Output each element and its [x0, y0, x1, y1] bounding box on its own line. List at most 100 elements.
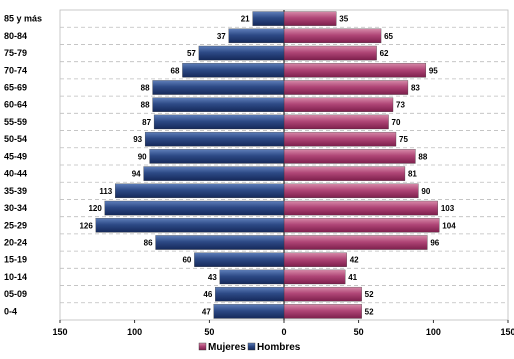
bar-mujeres [283, 97, 394, 112]
value-label: 90 [138, 152, 147, 161]
x-tick-label: 150 [500, 327, 514, 337]
bar-hombres [152, 80, 285, 95]
category-label: 65-69 [4, 83, 27, 93]
value-label: 35 [339, 15, 348, 24]
value-label: 96 [430, 239, 439, 248]
value-label: 86 [144, 239, 153, 248]
bar-mujeres [283, 286, 362, 302]
bar-hombres [219, 269, 285, 285]
bar-hombres [153, 114, 285, 130]
bar-hombres [152, 97, 285, 112]
category-label: 35-39 [4, 186, 27, 196]
category-label: 0-4 [4, 306, 17, 316]
bar-mujeres [283, 252, 347, 267]
value-label: 43 [208, 273, 217, 282]
legend-swatch-hombres [247, 342, 256, 351]
category-label: 75-79 [4, 48, 27, 58]
bar-hombres [155, 235, 285, 250]
value-label: 126 [79, 221, 93, 230]
legend: Mujeres Hombres [198, 342, 301, 353]
x-tick-label: 100 [127, 327, 142, 337]
value-label: 90 [421, 187, 430, 196]
category-label: 25-29 [4, 220, 27, 230]
value-label: 47 [202, 307, 211, 316]
bar-mujeres [283, 63, 427, 78]
bar-hombres [182, 63, 285, 78]
bar-hombres [252, 11, 285, 26]
category-label: 45-49 [4, 151, 27, 161]
value-label: 120 [88, 204, 102, 213]
value-label: 65 [384, 32, 393, 41]
category-label: 60-64 [4, 100, 27, 110]
category-label: 85 y más [4, 14, 42, 24]
value-label: 21 [241, 15, 250, 24]
value-label: 113 [99, 187, 112, 196]
bar-mujeres [283, 269, 346, 285]
value-label: 95 [429, 66, 438, 75]
value-label: 75 [399, 135, 408, 144]
value-label: 103 [441, 204, 455, 213]
bar-hombres [144, 131, 285, 147]
value-label: 37 [217, 32, 226, 41]
bar-hombres [194, 252, 285, 267]
value-label: 104 [442, 221, 456, 230]
legend-label-mujeres: Mujeres [208, 342, 246, 353]
bar-hombres [143, 166, 285, 181]
value-label: 73 [396, 101, 405, 110]
value-label: 62 [380, 49, 389, 58]
category-label: 50-54 [4, 134, 27, 144]
value-label: 94 [132, 170, 141, 179]
bar-mujeres [283, 11, 337, 26]
category-label: 55-59 [4, 117, 27, 127]
x-tick-label: 50 [354, 327, 364, 337]
bar-mujeres [283, 235, 428, 250]
bar-hombres [228, 28, 285, 44]
bar-mujeres [283, 183, 419, 199]
value-label: 41 [348, 273, 357, 282]
value-label: 83 [411, 84, 420, 93]
category-label: 40-44 [4, 169, 27, 179]
category-label: 10-14 [4, 272, 27, 282]
value-label: 68 [171, 66, 180, 75]
category-label: 30-34 [4, 203, 27, 213]
value-label: 46 [203, 290, 212, 299]
labels: 85 y más 35 21 80-84 65 37 75-79 62 57 70-74 95 68 6… [4, 14, 514, 337]
bar-mujeres [283, 114, 389, 130]
value-label: 52 [365, 307, 374, 316]
bar-hombres [115, 183, 285, 199]
category-label: 70-74 [4, 65, 27, 75]
bar-hombres [215, 286, 285, 302]
bars [95, 11, 440, 319]
bar-mujeres [283, 28, 382, 44]
value-label: 42 [350, 256, 359, 265]
bar-mujeres [283, 131, 397, 147]
bar-mujeres [283, 166, 406, 181]
grid-lines [59, 9, 509, 323]
value-label: 57 [187, 49, 196, 58]
bar-mujeres [283, 304, 362, 319]
bar-hombres [149, 149, 285, 164]
value-label: 60 [182, 256, 191, 265]
bar-mujeres [283, 45, 377, 61]
bar-mujeres [283, 80, 409, 95]
category-label: 20-24 [4, 238, 27, 248]
category-label: 05-09 [4, 289, 27, 299]
value-label: 52 [365, 290, 374, 299]
category-label: 15-19 [4, 255, 27, 265]
category-label: 80-84 [4, 31, 27, 41]
bar-hombres [198, 45, 285, 61]
value-label: 87 [142, 118, 151, 127]
bar-hombres [95, 218, 285, 233]
bar-hombres [104, 200, 285, 216]
x-tick-label: 50 [204, 327, 214, 337]
bar-mujeres [283, 218, 440, 233]
value-label: 81 [408, 170, 417, 179]
value-label: 93 [133, 135, 142, 144]
value-label: 88 [141, 101, 150, 110]
bar-mujeres [283, 149, 416, 164]
x-tick-label: 100 [426, 327, 441, 337]
value-label: 88 [141, 84, 150, 93]
bar-hombres [213, 304, 285, 319]
value-label: 70 [392, 118, 401, 127]
